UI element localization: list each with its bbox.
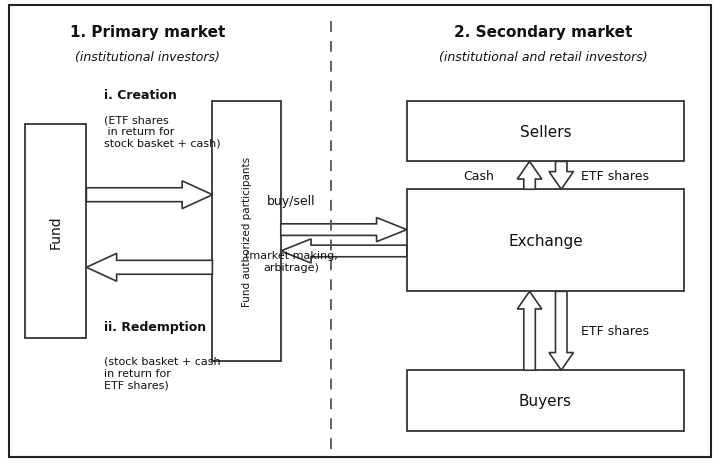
Text: buy/sell: buy/sell xyxy=(267,195,316,208)
Text: Buyers: Buyers xyxy=(519,393,572,408)
Text: (market making,
arbitrage): (market making, arbitrage) xyxy=(246,251,338,272)
Text: ETF shares: ETF shares xyxy=(581,169,649,182)
Text: i. Creation: i. Creation xyxy=(104,88,177,101)
Polygon shape xyxy=(281,218,407,242)
Polygon shape xyxy=(281,239,407,263)
Text: (institutional and retail investors): (institutional and retail investors) xyxy=(439,51,648,64)
Bar xyxy=(25,125,86,338)
Text: Sellers: Sellers xyxy=(520,125,571,139)
Polygon shape xyxy=(549,162,574,190)
Text: 2. Secondary market: 2. Secondary market xyxy=(454,25,633,40)
Text: Cash: Cash xyxy=(464,169,495,182)
Bar xyxy=(407,190,684,292)
Text: Exchange: Exchange xyxy=(508,233,582,248)
Bar xyxy=(212,102,281,361)
Text: 1. Primary market: 1. Primary market xyxy=(70,25,225,40)
Polygon shape xyxy=(517,292,541,370)
Text: Fund authorized participants: Fund authorized participants xyxy=(242,156,251,307)
Text: ETF shares: ETF shares xyxy=(581,325,649,338)
Bar xyxy=(407,102,684,162)
Bar xyxy=(407,370,684,431)
Text: (institutional investors): (institutional investors) xyxy=(75,51,220,64)
Polygon shape xyxy=(86,181,212,209)
Text: Fund: Fund xyxy=(49,215,63,248)
Polygon shape xyxy=(549,292,574,370)
Polygon shape xyxy=(517,162,541,190)
Text: (stock basket + cash
in return for
ETF shares): (stock basket + cash in return for ETF s… xyxy=(104,356,221,389)
Polygon shape xyxy=(86,254,212,282)
Text: (ETF shares
 in return for
stock basket + cash): (ETF shares in return for stock basket +… xyxy=(104,115,221,149)
Text: ii. Redemption: ii. Redemption xyxy=(104,320,207,333)
